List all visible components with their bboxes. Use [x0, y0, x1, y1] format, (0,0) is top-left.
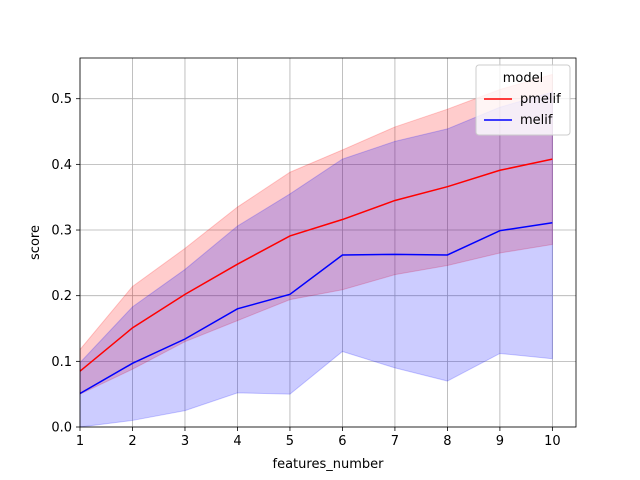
y-axis-ticks: 0.0 0.1 0.2 0.3 0.4 0.5 — [51, 92, 80, 436]
x-tick-label-0: 1 — [76, 434, 84, 449]
band-pmelif — [79, 73, 553, 395]
y-tick-label-5: 0.5 — [51, 92, 72, 107]
x-tick-label-1: 2 — [128, 434, 136, 449]
series-lines — [79, 158, 553, 395]
legend-items: pmelif melif — [484, 92, 561, 128]
y-tick-label-1: 0.1 — [51, 355, 72, 370]
line-pmelif — [79, 158, 553, 372]
x-tick-label-8: 9 — [496, 434, 504, 449]
x-tick-label-6: 7 — [391, 434, 399, 449]
x-tick-label-2: 3 — [181, 434, 189, 449]
y-tick-label-2: 0.2 — [51, 289, 72, 304]
y-axis-label: score — [28, 225, 43, 260]
plot-frame — [79, 57, 577, 428]
y-tick-label-0: 0.0 — [51, 421, 72, 436]
legend-title: model — [503, 71, 543, 86]
x-tick-label-9: 10 — [544, 434, 561, 449]
legend-box — [475, 64, 571, 136]
confidence-bands — [79, 73, 553, 428]
y-tick-label-4: 0.4 — [51, 158, 72, 173]
legend-label-pmelif: pmelif — [520, 92, 561, 107]
line-melif — [79, 222, 553, 395]
y-tick-label-3: 0.3 — [51, 224, 72, 239]
x-tick-label-5: 6 — [338, 434, 346, 449]
legend: model pmelif melif — [475, 64, 571, 136]
x-tick-label-4: 5 — [286, 434, 294, 449]
x-axis-ticks: 1 2 3 4 5 6 7 8 9 10 — [76, 427, 561, 449]
x-tick-label-3: 4 — [233, 434, 241, 449]
x-axis-label: features_number — [273, 457, 385, 472]
x-tick-label-7: 8 — [443, 434, 451, 449]
band-melif — [79, 91, 553, 428]
axes-frame — [79, 57, 577, 428]
legend-label-melif: melif — [520, 113, 553, 128]
